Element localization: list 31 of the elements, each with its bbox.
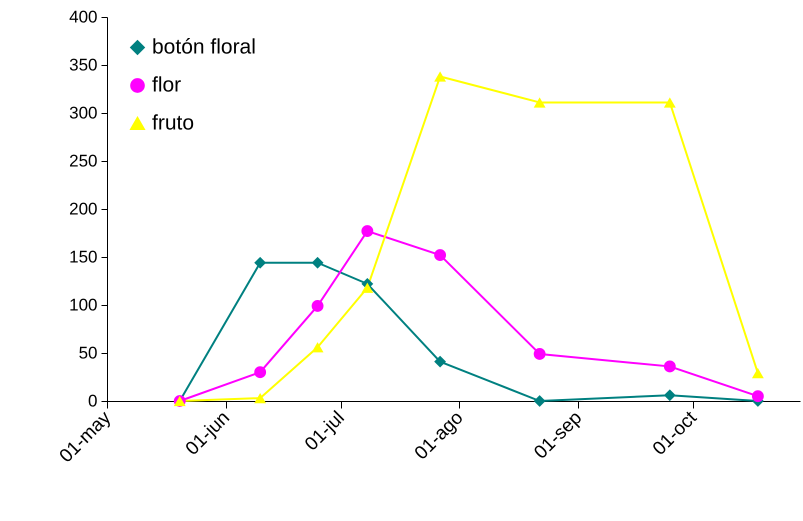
y-tick-label: 0 xyxy=(88,392,98,410)
point xyxy=(254,256,266,269)
point xyxy=(534,97,546,108)
point xyxy=(752,390,764,402)
legend-label: botón floral xyxy=(152,36,256,58)
point xyxy=(434,71,446,82)
point xyxy=(434,356,446,368)
point xyxy=(312,342,324,352)
y-tick-label: 250 xyxy=(69,152,98,170)
point xyxy=(752,368,764,378)
point xyxy=(664,389,676,402)
y-tick-label: 100 xyxy=(69,296,98,314)
legend-label: fruto xyxy=(152,112,194,134)
point xyxy=(664,97,676,108)
point xyxy=(361,282,374,293)
y-tick-label: 350 xyxy=(69,56,98,74)
point xyxy=(312,256,324,269)
y-tick-label: 200 xyxy=(69,200,98,218)
y-tick-label: 300 xyxy=(69,104,98,122)
point xyxy=(254,392,266,404)
point xyxy=(254,366,266,378)
y-tick-label: 400 xyxy=(69,8,98,26)
y-tick-label: 50 xyxy=(78,344,98,362)
point xyxy=(664,360,676,372)
point xyxy=(361,225,374,237)
y-tick-label: 150 xyxy=(69,248,98,266)
point xyxy=(434,249,446,261)
legend-label: flor xyxy=(152,74,182,96)
point xyxy=(534,395,546,407)
point xyxy=(534,348,546,360)
point xyxy=(312,300,324,312)
